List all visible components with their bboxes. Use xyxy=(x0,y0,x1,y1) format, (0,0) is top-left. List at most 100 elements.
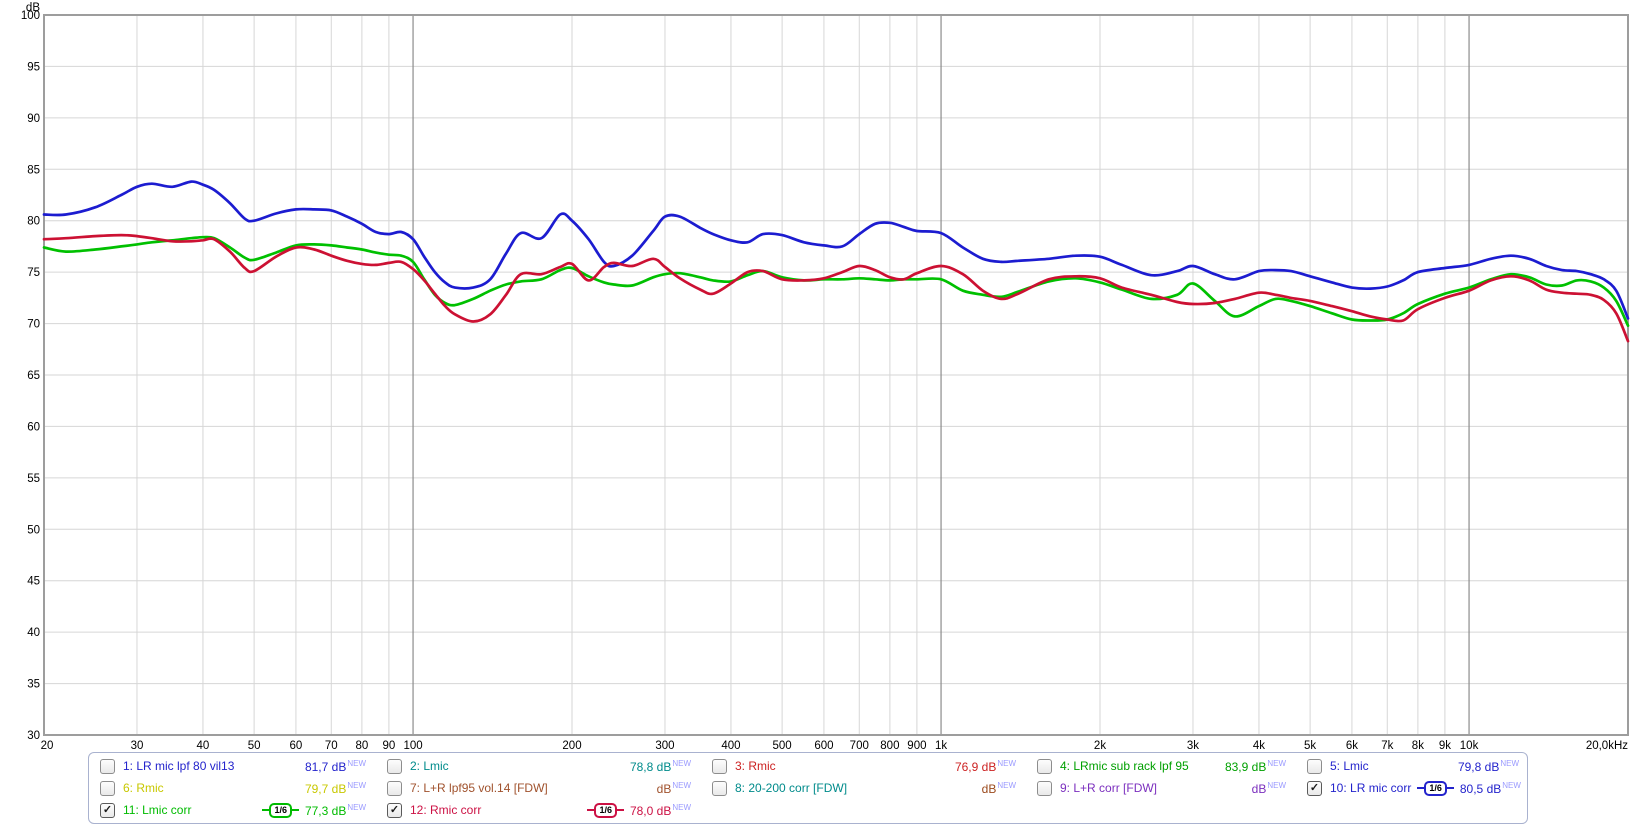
svg-text:1k: 1k xyxy=(935,740,947,752)
trace-5-label: 5: Lmic xyxy=(1330,759,1369,773)
trace-6-value: 79,7 dBNEW xyxy=(304,780,366,796)
svg-text:80: 80 xyxy=(355,740,368,752)
trace-2-checkbox[interactable] xyxy=(387,758,402,774)
trace-3-label: 3: Rmic xyxy=(735,759,776,773)
trace-4-new-tag: NEW xyxy=(1267,758,1286,768)
legend-item-3: 3: Rmic 76,9 dBNEW xyxy=(701,755,1026,777)
svg-text:35: 35 xyxy=(27,679,40,691)
trace-3-new-tag: NEW xyxy=(997,758,1016,768)
trace-8-value: dBNEW xyxy=(981,780,1016,796)
trace-11-new-tag: NEW xyxy=(347,802,366,812)
trace-6-label: 6: Rmic xyxy=(123,781,164,795)
svg-text:7k: 7k xyxy=(1381,740,1393,752)
trace-4-checkbox[interactable] xyxy=(1037,758,1052,774)
legend-item-12: ✓ 12: Rmic corr 1/6 78,0 dBNEW xyxy=(376,799,701,821)
trace-8-new-tag: NEW xyxy=(997,780,1016,790)
trace-2-value: 78,8 dBNEW xyxy=(629,758,691,774)
trace-1-label: 1: LR mic lpf 80 vil13 xyxy=(123,759,235,773)
trace-7-label: 7: L+R lpf95 vol.14 [FDW] xyxy=(410,781,548,795)
trace-12-smoothing-badge: 1/6 xyxy=(587,802,624,818)
svg-text:90: 90 xyxy=(27,113,40,125)
trace-7-value: dBNEW xyxy=(656,780,691,796)
trace-1-new-tag: NEW xyxy=(347,758,366,768)
svg-text:70: 70 xyxy=(27,319,40,331)
svg-text:20,0kHz: 20,0kHz xyxy=(1586,740,1628,752)
curve-10-lr-mic-corr xyxy=(42,180,1630,320)
y-axis-unit: dB xyxy=(26,2,40,14)
trace-11-value: 77,3 dBNEW xyxy=(304,802,366,818)
svg-text:5k: 5k xyxy=(1304,740,1316,752)
svg-text:2k: 2k xyxy=(1094,740,1106,752)
trace-10-smoothing-badge: 1/6 xyxy=(1417,780,1454,796)
trace-9-new-tag: NEW xyxy=(1267,780,1286,790)
svg-text:100: 100 xyxy=(21,10,40,22)
trace-curves xyxy=(42,180,1630,343)
trace-11-checkbox[interactable]: ✓ xyxy=(100,802,115,818)
trace-5-new-tag: NEW xyxy=(1500,758,1519,768)
svg-text:300: 300 xyxy=(655,740,674,752)
trace-5-value: 79,8 dBNEW xyxy=(1457,758,1519,774)
trace-8-checkbox[interactable] xyxy=(712,780,727,796)
trace-7-new-tag: NEW xyxy=(672,780,691,790)
svg-text:20: 20 xyxy=(41,740,54,752)
legend-item-2: 2: Lmic 78,8 dBNEW xyxy=(376,755,701,777)
curve-12-rmic-corr xyxy=(42,233,1630,343)
svg-text:90: 90 xyxy=(382,740,395,752)
legend-item-6: 6: Rmic 79,7 dBNEW xyxy=(89,777,376,799)
trace-5-checkbox[interactable] xyxy=(1307,758,1322,774)
svg-text:200: 200 xyxy=(562,740,581,752)
svg-text:50: 50 xyxy=(248,740,261,752)
trace-3-checkbox[interactable] xyxy=(712,758,727,774)
trace-7-checkbox[interactable] xyxy=(387,780,402,796)
svg-text:60: 60 xyxy=(290,740,303,752)
svg-text:40: 40 xyxy=(27,627,40,639)
svg-text:700: 700 xyxy=(850,740,869,752)
x-axis-labels: 20 30 40 50 60 70 80 90 100 200 300 400 500 600 700 800… xyxy=(41,740,1629,752)
svg-text:3k: 3k xyxy=(1187,740,1199,752)
plot-border xyxy=(43,14,1629,736)
trace-2-label: 2: Lmic xyxy=(410,759,449,773)
svg-text:85: 85 xyxy=(27,164,40,176)
svg-text:900: 900 xyxy=(907,740,926,752)
svg-text:80: 80 xyxy=(27,216,40,228)
trace-10-checkbox[interactable]: ✓ xyxy=(1307,780,1322,796)
trace-12-new-tag: NEW xyxy=(672,802,691,812)
trace-11-label: 11: Lmic corr xyxy=(123,803,192,817)
chart-background xyxy=(0,0,1649,752)
trace-2-new-tag: NEW xyxy=(672,758,691,768)
trace-12-checkbox[interactable]: ✓ xyxy=(387,802,402,818)
trace-9-label: 9: L+R corr [FDW] xyxy=(1060,781,1158,795)
svg-text:4k: 4k xyxy=(1253,740,1265,752)
trace-11-smoothing-badge: 1/6 xyxy=(262,802,299,818)
svg-text:6k: 6k xyxy=(1346,740,1358,752)
svg-text:9k: 9k xyxy=(1439,740,1451,752)
trace-6-checkbox[interactable] xyxy=(100,780,115,796)
legend-item-4: 4: LRmic sub rack lpf 95 83,9 dBNEW xyxy=(1026,755,1296,777)
svg-text:800: 800 xyxy=(880,740,899,752)
svg-text:45: 45 xyxy=(27,576,40,588)
legend-item-11: ✓ 11: Lmic corr 1/6 77,3 dBNEW xyxy=(89,799,376,821)
trace-12-value: 78,0 dBNEW xyxy=(629,802,691,818)
legend-item-7: 7: L+R lpf95 vol.14 [FDW] dBNEW xyxy=(376,777,701,799)
trace-3-value: 76,9 dBNEW xyxy=(954,758,1016,774)
trace-4-value: 83,9 dBNEW xyxy=(1224,758,1286,774)
svg-text:400: 400 xyxy=(721,740,740,752)
svg-text:600: 600 xyxy=(814,740,833,752)
trace-1-value: 81,7 dBNEW xyxy=(304,758,366,774)
svg-text:55: 55 xyxy=(27,473,40,485)
legend-item-10: ✓ 10: LR mic corr 1/6 80,5 dBNEW xyxy=(1296,777,1529,799)
legend-item-5: 5: Lmic 79,8 dBNEW xyxy=(1296,755,1529,777)
measurement-legend: 1: LR mic lpf 80 vil13 81,7 dBNEW 2: Lmic 7… xyxy=(88,752,1528,824)
trace-6-new-tag: NEW xyxy=(347,780,366,790)
svg-text:30: 30 xyxy=(131,740,144,752)
svg-text:50: 50 xyxy=(27,524,40,536)
trace-8-label: 8: 20-200 corr [FDW] xyxy=(735,781,848,795)
trace-9-checkbox[interactable] xyxy=(1037,780,1052,796)
gridlines xyxy=(44,15,1628,735)
trace-1-checkbox[interactable] xyxy=(100,758,115,774)
svg-text:10k: 10k xyxy=(1460,740,1479,752)
trace-10-new-tag: NEW xyxy=(1502,780,1521,790)
trace-10-label: 10: LR mic corr xyxy=(1330,781,1412,795)
